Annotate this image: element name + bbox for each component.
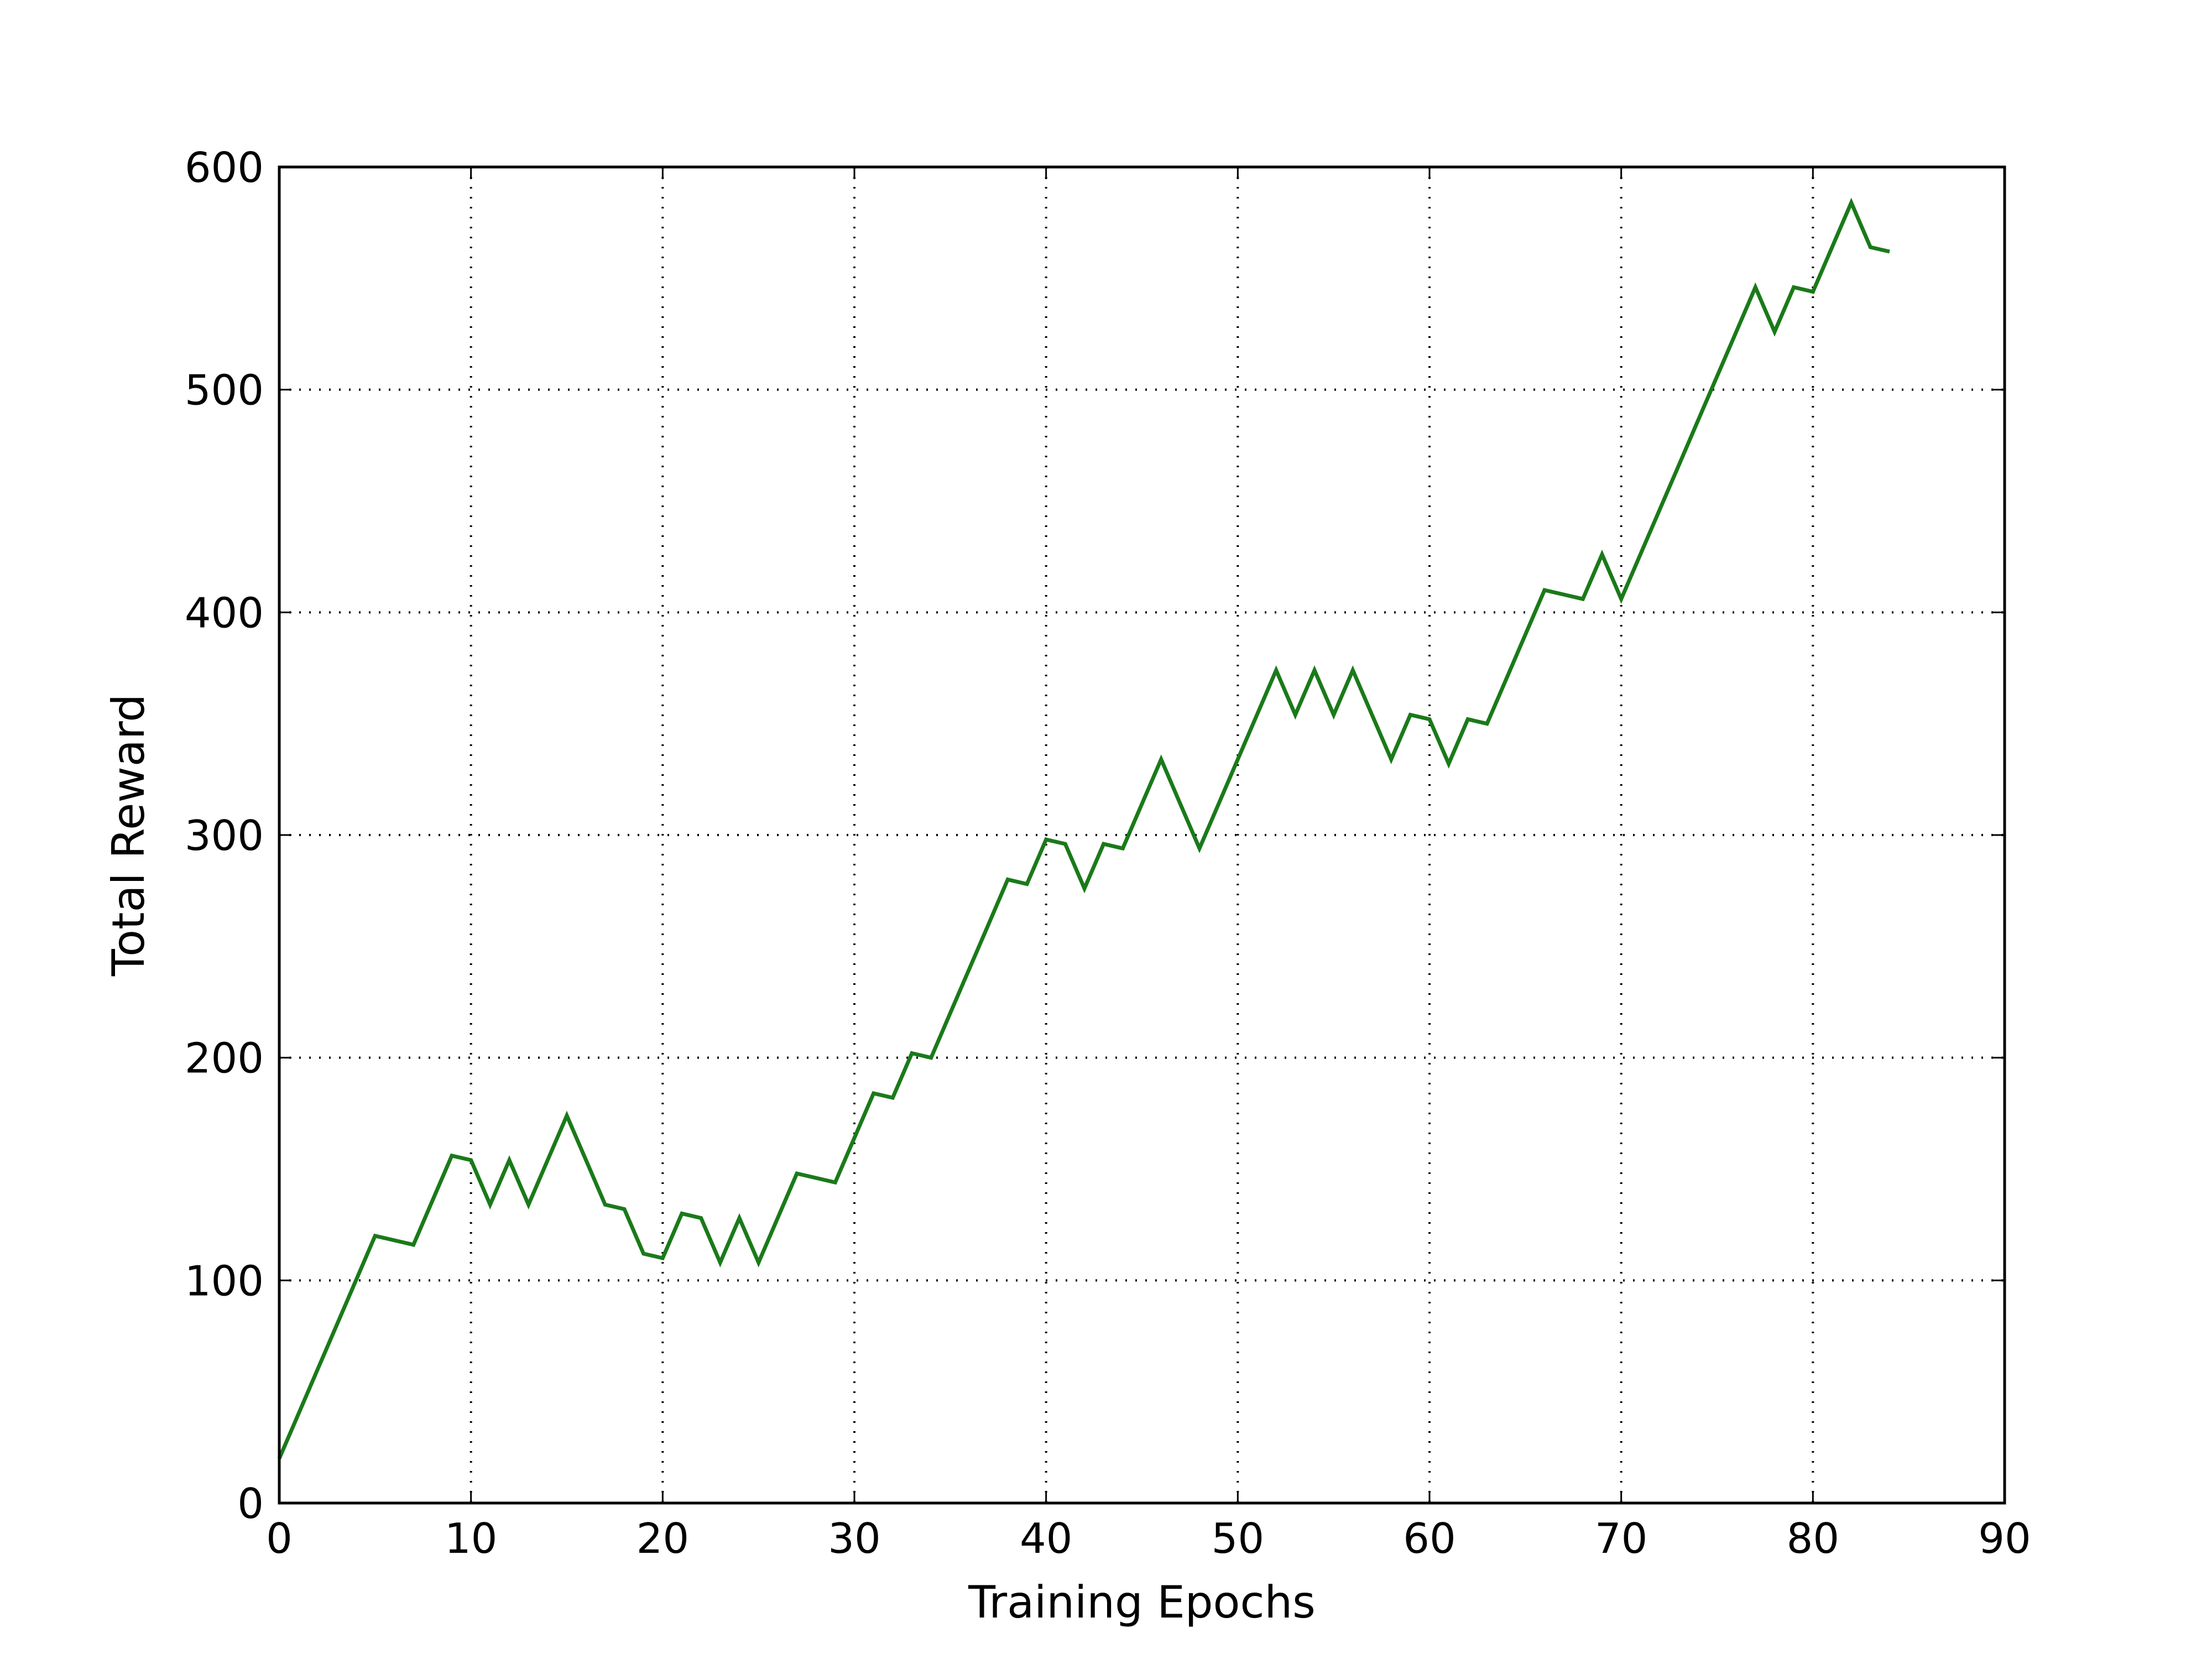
plot-area-frame — [278, 165, 2006, 1505]
y-tick-label: 400 — [185, 588, 264, 637]
x-tick-label: 10 — [445, 1514, 497, 1563]
x-tick-label: 60 — [1403, 1514, 1455, 1563]
y-tick-label: 600 — [185, 143, 264, 192]
series-line — [277, 197, 1890, 1459]
x-tick-label: 70 — [1595, 1514, 1647, 1563]
series-layer — [277, 197, 1890, 1459]
y-tick-label: 100 — [185, 1256, 264, 1305]
x-axis-title: Training Epochs — [968, 1577, 1316, 1628]
x-tick-label: 40 — [1020, 1514, 1072, 1563]
y-tick-label: 500 — [185, 366, 264, 415]
x-tick-label: 30 — [828, 1514, 880, 1563]
x-tick-label: 80 — [1787, 1514, 1839, 1563]
y-tick-labels: 0 100 200 300 400 500 600 — [185, 143, 264, 1528]
x-tick-labels: 0 10 20 30 40 50 60 70 80 90 — [266, 1514, 2031, 1563]
x-tick-label: 0 — [266, 1514, 293, 1563]
x-tick-label: 90 — [1978, 1514, 2031, 1563]
y-tick-label: 300 — [185, 811, 264, 860]
y-tick-label: 0 — [237, 1479, 264, 1528]
y-axis-title: Total Reward — [103, 694, 154, 977]
grid-lines — [279, 167, 2005, 1503]
x-tick-label: 20 — [637, 1514, 689, 1563]
y-tick-label: 200 — [185, 1034, 264, 1083]
x-tick-label: 50 — [1212, 1514, 1264, 1563]
